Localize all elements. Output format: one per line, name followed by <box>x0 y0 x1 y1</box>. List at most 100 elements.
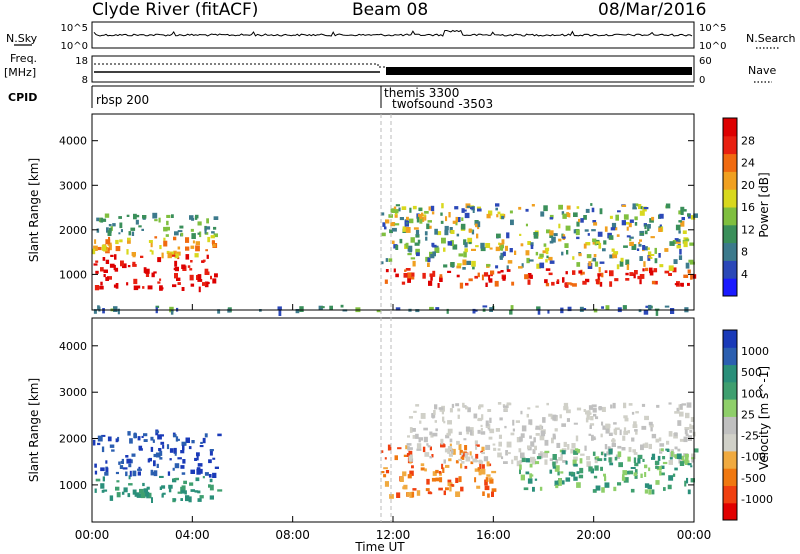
power-cell <box>644 230 648 235</box>
velocity-cell <box>470 461 474 465</box>
power-cell <box>443 264 448 268</box>
power-cell <box>394 209 399 214</box>
velocity-cell <box>438 471 442 474</box>
velocity-cell <box>181 485 186 491</box>
power-colorbar-tick-6: 28 <box>741 134 755 147</box>
xaxis-label: Time UT <box>354 540 405 554</box>
velocity-cell <box>592 489 597 493</box>
velocity-cell <box>684 453 689 458</box>
power-cell <box>204 268 209 275</box>
power-cell <box>614 227 618 231</box>
power-cell <box>424 211 429 214</box>
velocity-cell <box>177 491 182 494</box>
velocity-cell <box>190 469 195 474</box>
velocity-cell <box>573 450 578 455</box>
power-ytick-2: 3000 <box>59 179 87 192</box>
velocity-cell <box>634 429 638 432</box>
power-cell <box>545 248 549 255</box>
velocity-cell <box>679 438 685 442</box>
velocity-cell <box>435 469 439 474</box>
velocity-cell <box>623 402 627 409</box>
power-cell <box>486 264 491 267</box>
velocity-cell <box>484 485 490 491</box>
velocity-cell <box>137 468 142 471</box>
power-cell <box>133 278 138 285</box>
velocity-cell <box>670 451 674 457</box>
velocity-cell <box>674 446 678 450</box>
velocity-cell <box>539 486 543 491</box>
power-colorbar-tick-0: 4 <box>741 268 748 281</box>
velocity-cell <box>143 433 148 437</box>
power-cell <box>154 236 158 239</box>
power-colorbar-segment <box>723 278 737 297</box>
power-cell <box>446 308 449 314</box>
velocity-cell <box>527 407 531 410</box>
power-cell <box>678 238 681 242</box>
velocity-cell <box>411 465 414 469</box>
velocity-cell <box>467 407 471 413</box>
nsearch-tick-top: 10^5 <box>699 23 726 34</box>
power-cell <box>197 279 203 282</box>
power-cell <box>647 224 651 229</box>
velocity-cell <box>447 446 453 451</box>
velocity-cell <box>557 470 560 476</box>
velocity-cell <box>217 489 223 492</box>
power-cell <box>412 260 416 267</box>
power-cell <box>497 271 501 274</box>
velocity-cell <box>481 452 485 455</box>
velocity-cell <box>497 452 502 458</box>
velocity-cell <box>122 467 128 470</box>
velocity-cell <box>115 486 120 491</box>
velocity-cell <box>469 427 474 433</box>
velocity-cell <box>659 470 662 476</box>
power-cell <box>632 203 636 208</box>
power-cell <box>158 217 161 223</box>
power-cell <box>604 270 608 273</box>
power-cell <box>496 214 499 218</box>
power-cell <box>113 306 118 312</box>
velocity-cell <box>141 435 144 438</box>
velocity-cell <box>445 487 449 491</box>
velocity-cell <box>180 489 185 494</box>
power-cell <box>690 274 693 280</box>
power-cell <box>117 308 120 315</box>
power-cell <box>687 213 690 217</box>
velocity-ytick-2: 3000 <box>59 386 87 399</box>
power-cell <box>597 274 600 280</box>
power-cell <box>539 253 544 258</box>
velocity-cell <box>519 459 523 464</box>
velocity-cell <box>614 456 618 461</box>
power-colorbar-segment <box>723 135 737 155</box>
velocity-cell <box>475 445 478 450</box>
velocity-cell <box>474 460 479 463</box>
nsky-tick-bottom: 10^0 <box>61 41 88 52</box>
power-cell <box>390 222 396 227</box>
velocity-cell <box>136 493 142 498</box>
power-cell <box>602 248 606 252</box>
velocity-cell <box>95 478 101 482</box>
power-data <box>92 203 698 316</box>
power-cell <box>97 246 102 251</box>
power-cell <box>639 232 644 236</box>
velocity-cell <box>188 496 192 503</box>
velocity-cell <box>416 490 421 496</box>
velocity-cell <box>618 462 623 468</box>
power-cell <box>455 220 458 226</box>
velocity-cell <box>412 435 416 439</box>
power-cell <box>509 309 513 315</box>
power-cell <box>119 222 123 229</box>
xtick-6: 00:00 <box>677 528 712 542</box>
power-cell <box>450 240 454 246</box>
power-cell <box>514 250 517 255</box>
power-colorbar-tick-2: 12 <box>741 223 755 236</box>
velocity-cell <box>451 448 456 455</box>
velocity-cell <box>409 491 413 498</box>
velocity-cell <box>663 487 666 491</box>
velocity-cell <box>209 478 213 483</box>
velocity-cell <box>439 472 442 476</box>
velocity-cell <box>604 482 610 488</box>
velocity-ytick-1: 2000 <box>59 433 87 446</box>
power-cell <box>166 226 170 231</box>
velocity-cell <box>507 452 511 455</box>
power-cell <box>417 239 421 244</box>
